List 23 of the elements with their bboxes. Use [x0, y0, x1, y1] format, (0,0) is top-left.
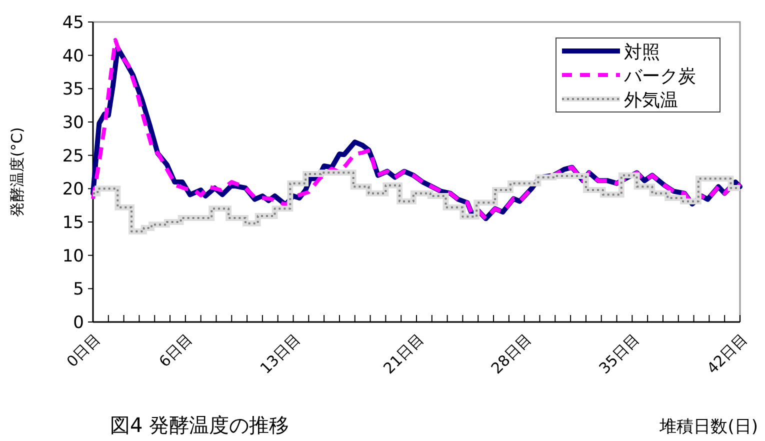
y-tick-label: 35: [62, 80, 84, 100]
y-tick-label: 30: [62, 113, 84, 133]
x-tick-label: 35日目: [595, 330, 643, 378]
legend-label: バーク炭: [623, 66, 696, 87]
y-tick-label: 10: [62, 246, 84, 266]
legend-label: 対照: [624, 42, 660, 63]
y-axis-title: 発酵温度(°C): [8, 127, 26, 217]
y-tick-label: 5: [73, 280, 84, 300]
y-tick-label: 15: [62, 213, 84, 233]
y-tick-label: 0: [73, 313, 84, 333]
x-axis-title: 堆積日数(日): [658, 417, 758, 437]
x-tick-label: 13日目: [256, 330, 304, 378]
legend-label: 外気温: [624, 90, 678, 111]
y-tick-label: 20: [62, 180, 84, 200]
y-tick-label: 25: [62, 146, 84, 166]
y-tick-label: 45: [62, 13, 84, 33]
x-tick-label: 28日目: [488, 330, 536, 378]
x-tick-label: 42日目: [703, 330, 751, 378]
x-tick-label: 6日目: [155, 330, 196, 371]
text: 図4 発酵温度の推移: [110, 413, 290, 437]
x-tick-label: 21日目: [380, 330, 428, 378]
x-tick-label: 0日目: [63, 330, 104, 371]
y-tick-label: 40: [62, 46, 84, 66]
